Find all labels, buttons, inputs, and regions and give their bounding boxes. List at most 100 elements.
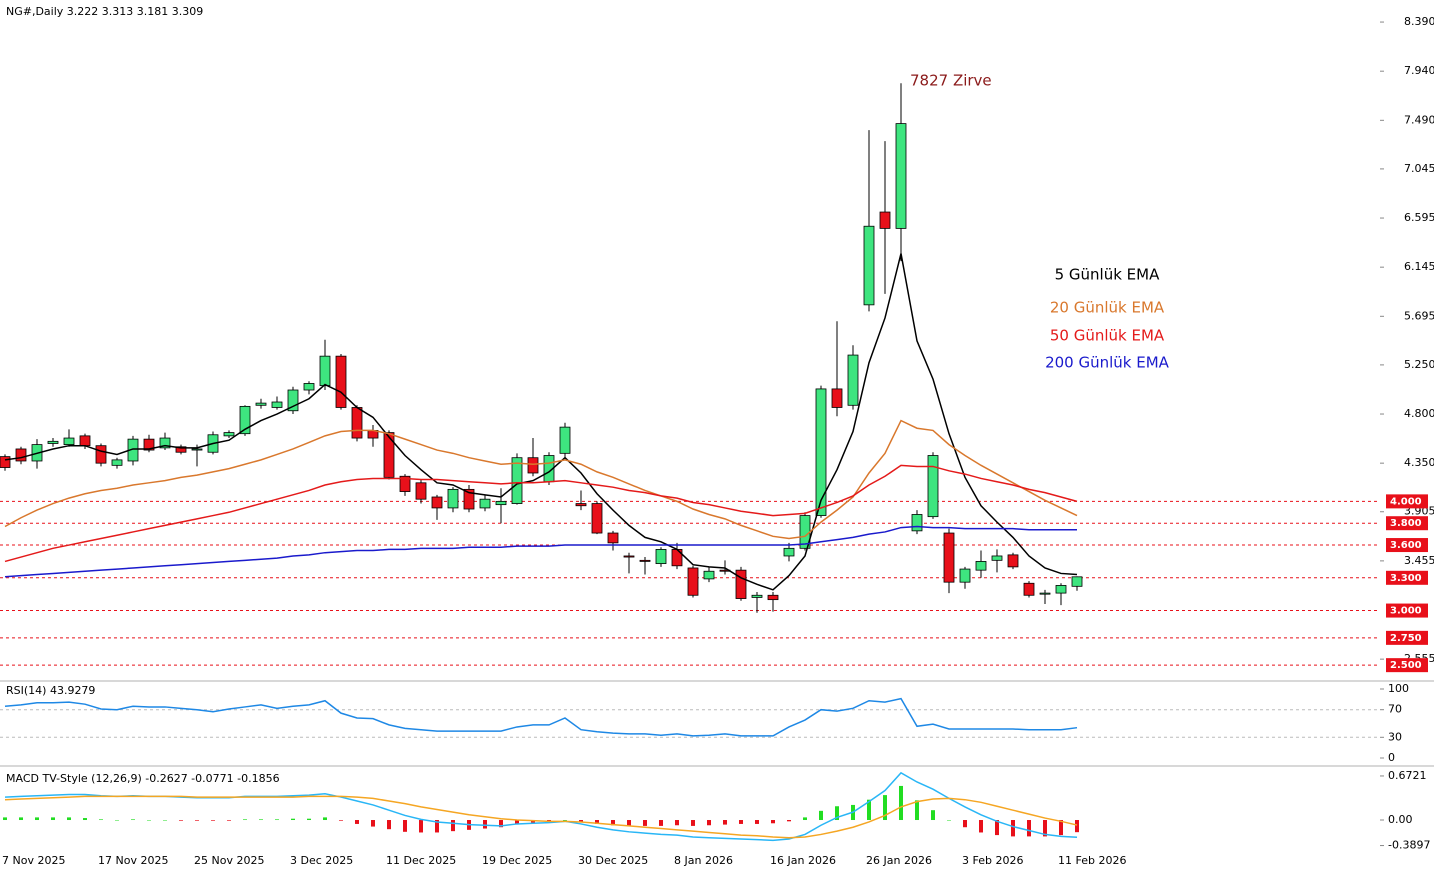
candle-body [879,211,891,229]
candle-body [1007,554,1019,568]
level-box [1386,494,1428,509]
histogram-bar [419,820,423,833]
candle-body [95,445,107,464]
histogram-bar [115,820,119,821]
candle-body [335,355,347,408]
histogram-bar [771,820,775,824]
histogram-bar [179,820,183,821]
candle-body [431,496,443,509]
histogram-bar [403,820,407,832]
ema-line [4,253,1078,591]
candle-body [575,503,587,507]
histogram-bar [723,820,727,825]
histogram-bar [595,820,599,824]
histogram-bar [259,819,263,821]
candle-body [399,475,411,492]
y-tick-label: 0 [1388,751,1395,764]
histogram-bar [1059,820,1063,836]
histogram-bar [451,820,455,832]
candle-body [767,594,779,601]
candle-body [975,561,987,571]
histogram-bar [147,820,151,821]
legend-entry: 200 Günlük EMA [1045,354,1170,372]
level-box [1386,538,1428,553]
candle-body [911,514,923,532]
macd-title: MACD TV-Style (12,26,9) -0.2627 -0.0771 … [6,772,280,785]
candle-body [79,435,91,447]
legend-entry: 20 Günlük EMA [1050,299,1165,317]
histogram-bar [355,820,359,824]
rsi-title: RSI(14) 43.9279 [6,684,95,697]
y-tick-label: 4.800 [1404,407,1434,420]
histogram-bar [659,820,663,826]
candle-body [735,569,747,599]
y-tick-label: 5.250 [1404,358,1434,371]
y-tick-label: 70 [1388,703,1402,716]
y-tick-label: 30 [1388,730,1402,743]
histogram-bar [3,817,7,821]
candle-body [63,437,75,445]
candle-body [175,446,187,453]
ema-line [4,419,1078,540]
x-tick-label: 16 Jan 2026 [770,854,836,867]
histogram-bar [483,820,487,829]
candle-body [1071,576,1083,587]
legend-entry: 50 Günlük EMA [1050,327,1165,345]
candle-body [447,488,459,509]
histogram-bar [51,817,55,821]
histogram-bar [611,820,615,826]
histogram-bar [579,820,583,822]
histogram-bar [67,817,71,821]
histogram-bar [1043,820,1047,837]
candle-body [591,503,603,534]
histogram-bar [515,820,519,824]
ema-line [4,525,1077,578]
histogram-bar [35,817,39,821]
histogram-bar [915,800,919,821]
y-tick-label: 3.455 [1404,554,1434,567]
x-tick-label: 19 Dec 2025 [482,854,552,867]
candle-body [271,401,283,408]
x-tick-label: 17 Nov 2025 [98,854,168,867]
candle-body [111,459,123,466]
candle-body [751,594,763,598]
histogram-bar [739,820,743,824]
x-tick-label: 8 Jan 2026 [674,854,733,867]
level-box [1386,603,1428,618]
candle-body [687,567,699,596]
candle-body [479,498,491,509]
histogram-bar [899,785,903,821]
candle-body [1039,592,1051,595]
y-tick-label: 0.6721 [1388,769,1427,782]
candle-body [655,549,667,565]
histogram-bar [883,795,887,821]
candle-body [559,426,571,454]
histogram-bar [227,820,231,821]
y-tick-label: 7.045 [1404,162,1434,175]
histogram-bar [499,820,503,828]
level-box [1386,516,1428,531]
histogram-bar [947,820,951,821]
legend-entry: 5 Günlük EMA [1055,266,1160,284]
histogram-bar [323,817,327,821]
histogram-bar [243,819,247,821]
candle-body [239,405,251,435]
candle-body [0,456,11,468]
level-label: 3.800 [1390,518,1422,529]
histogram-bar [835,806,839,821]
candle-body [1023,582,1035,596]
candle-body [463,488,475,510]
histogram-bar [275,819,279,821]
histogram-bar [307,818,311,821]
histogram-bar [1011,820,1015,837]
histogram-bar [339,820,343,821]
candle-body [319,355,331,387]
histogram-bar [291,818,295,821]
x-tick-label: 25 Nov 2025 [194,854,264,867]
candle-body [991,555,1003,561]
candle-body [495,500,507,506]
candle-body [415,482,427,500]
histogram-bar [387,820,391,830]
